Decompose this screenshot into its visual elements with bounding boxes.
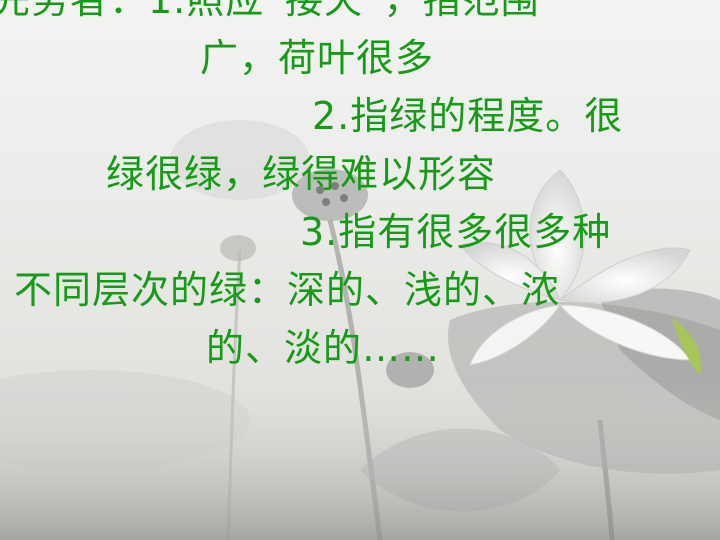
text-line-7: 的、淡的…… xyxy=(206,326,441,370)
text-line-4: 绿很绿，绿得难以形容 xyxy=(106,152,497,196)
text-line-5: 3.指有很多很多种 xyxy=(300,210,612,254)
text-line-6: 不同层次的绿：深的、浅的、浓 xyxy=(14,268,561,312)
text-line-1: 先务者：1.照应“接天”，指范围 xyxy=(0,0,540,22)
text-line-3: 2.指绿的程度。很 xyxy=(312,94,624,138)
text-line-2: 广，荷叶很多 xyxy=(200,36,435,80)
